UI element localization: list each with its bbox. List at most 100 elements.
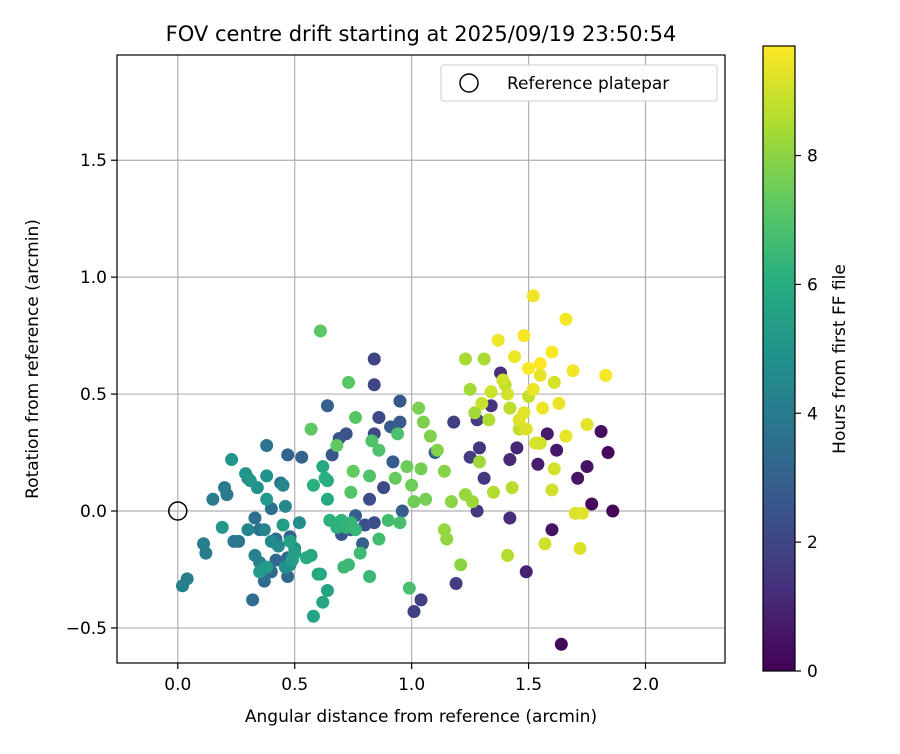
data-point-13 bbox=[503, 453, 517, 467]
data-point-195 bbox=[501, 387, 515, 401]
data-point-136 bbox=[388, 471, 402, 485]
data-point-180 bbox=[517, 329, 531, 343]
data-point-154 bbox=[468, 406, 482, 420]
data-point-188 bbox=[526, 382, 540, 396]
data-point-72 bbox=[175, 579, 189, 593]
data-point-22 bbox=[449, 576, 463, 590]
y-axis-label: Rotation from reference (arcmin) bbox=[23, 219, 43, 499]
data-point-175 bbox=[559, 429, 573, 443]
data-point-170 bbox=[547, 375, 561, 389]
data-point-70 bbox=[197, 537, 211, 551]
data-point-110 bbox=[306, 478, 320, 492]
data-point-158 bbox=[482, 413, 496, 427]
data-point-123 bbox=[393, 516, 407, 530]
data-point-139 bbox=[407, 495, 421, 509]
data-point-28 bbox=[372, 410, 386, 424]
data-point-143 bbox=[416, 415, 430, 429]
data-point-78 bbox=[278, 499, 292, 513]
data-point-153 bbox=[472, 455, 486, 469]
data-point-140 bbox=[414, 462, 428, 476]
data-point-91 bbox=[243, 474, 257, 488]
data-point-159 bbox=[486, 485, 500, 499]
data-point-155 bbox=[463, 382, 477, 396]
data-point-191 bbox=[512, 413, 526, 427]
data-point-169 bbox=[547, 462, 561, 476]
data-point-146 bbox=[437, 464, 451, 478]
data-point-192 bbox=[519, 422, 533, 436]
data-point-137 bbox=[400, 460, 414, 474]
data-point-106 bbox=[316, 460, 330, 474]
data-point-132 bbox=[313, 324, 327, 338]
data-point-49 bbox=[281, 448, 295, 462]
data-point-133 bbox=[304, 422, 318, 436]
data-point-56 bbox=[246, 593, 260, 607]
y-tick-label: 1.0 bbox=[80, 268, 107, 288]
data-point-127 bbox=[365, 434, 379, 448]
data-point-5 bbox=[571, 471, 585, 485]
data-point-12 bbox=[510, 441, 524, 455]
data-point-75 bbox=[257, 523, 271, 537]
data-point-135 bbox=[346, 464, 360, 478]
colorbar-label: Hours from first FF file bbox=[830, 264, 850, 454]
data-point-9 bbox=[540, 427, 554, 441]
data-point-162 bbox=[503, 401, 517, 415]
data-point-99 bbox=[306, 609, 320, 623]
data-point-142 bbox=[412, 401, 426, 415]
data-point-10 bbox=[531, 457, 545, 471]
data-point-0 bbox=[606, 504, 620, 518]
data-point-24 bbox=[414, 593, 428, 607]
data-point-185 bbox=[566, 364, 580, 378]
data-point-89 bbox=[225, 453, 239, 467]
data-point-177 bbox=[536, 401, 550, 415]
data-point-145 bbox=[430, 443, 444, 457]
data-point-122 bbox=[381, 513, 395, 527]
x-tick-label: 0.0 bbox=[164, 675, 191, 695]
data-point-141 bbox=[419, 492, 433, 506]
data-point-150 bbox=[437, 523, 451, 537]
data-point-43 bbox=[395, 504, 409, 518]
data-point-80 bbox=[271, 539, 285, 553]
data-point-167 bbox=[538, 537, 552, 551]
data-point-77 bbox=[276, 478, 290, 492]
data-point-156 bbox=[458, 352, 472, 366]
data-point-152 bbox=[465, 495, 479, 509]
data-point-48 bbox=[295, 450, 309, 464]
data-point-198 bbox=[475, 396, 489, 410]
data-point-30 bbox=[377, 481, 391, 495]
data-point-172 bbox=[573, 541, 587, 555]
data-point-179 bbox=[559, 312, 573, 326]
data-point-95 bbox=[276, 518, 290, 532]
data-point-25 bbox=[407, 605, 421, 619]
data-point-105 bbox=[299, 551, 313, 565]
data-point-1 bbox=[601, 446, 615, 460]
y-tick-label: 1.5 bbox=[80, 151, 107, 171]
data-point-76 bbox=[241, 523, 255, 537]
data-point-2 bbox=[594, 424, 608, 438]
plot-frame bbox=[116, 54, 726, 664]
data-point-17 bbox=[477, 471, 491, 485]
y-tick-label: 0.5 bbox=[80, 385, 107, 405]
legend: Reference platepar bbox=[440, 64, 718, 102]
x-tick-label: 1.0 bbox=[398, 675, 425, 695]
grid-lines bbox=[117, 55, 725, 663]
chart-title: FOV centre drift starting at 2025/09/19 … bbox=[166, 22, 677, 46]
data-points bbox=[175, 289, 620, 651]
x-tick-label: 1.5 bbox=[515, 675, 542, 695]
data-point-82 bbox=[292, 516, 306, 530]
data-point-101 bbox=[316, 595, 330, 609]
reference-point-marker bbox=[168, 501, 188, 521]
data-point-196 bbox=[496, 373, 510, 387]
data-point-14 bbox=[503, 511, 517, 525]
data-point-27 bbox=[367, 378, 381, 392]
data-point-119 bbox=[342, 558, 356, 572]
data-point-86 bbox=[260, 469, 274, 483]
data-point-58 bbox=[248, 511, 262, 525]
data-point-7 bbox=[545, 523, 559, 537]
data-point-4 bbox=[580, 460, 594, 474]
colorbar-tick-label: 0 bbox=[807, 662, 818, 682]
data-point-121 bbox=[372, 532, 386, 546]
data-point-157 bbox=[477, 352, 491, 366]
colorbar-tick-label: 6 bbox=[807, 275, 818, 295]
data-point-107 bbox=[320, 492, 334, 506]
